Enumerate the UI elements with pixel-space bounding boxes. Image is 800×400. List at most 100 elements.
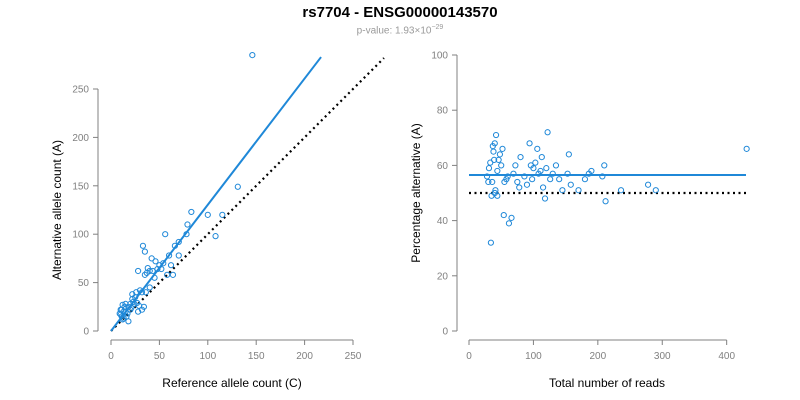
left-y-tick-label: 150 — [72, 181, 89, 192]
left-data-point — [149, 267, 156, 275]
right-data-point — [539, 184, 547, 191]
right-data-point — [517, 154, 524, 161]
right-data-point — [500, 211, 507, 219]
right-data-point — [544, 129, 551, 136]
right-data-point — [501, 178, 508, 186]
left-data-point — [158, 265, 165, 273]
left-data-point — [169, 271, 177, 278]
right-y-tick-label: 40 — [437, 216, 449, 227]
left-y-axis-label: Alternative allele count (A) — [50, 140, 64, 280]
right-data-point — [495, 156, 502, 163]
right-data-point — [617, 187, 625, 194]
right-y-axis-label: Percentage alternative (A) — [409, 123, 423, 262]
left-data-point — [129, 291, 136, 298]
left-x-tick-label: 150 — [248, 351, 265, 362]
left-data-point — [164, 271, 171, 278]
right-data-point — [496, 151, 504, 158]
right-data-point — [489, 142, 496, 150]
left-y-tick-label: 250 — [72, 85, 89, 96]
left-y-tick-label: 100 — [72, 230, 89, 241]
left-data-point — [141, 271, 148, 278]
chart-title: rs7704 - ENSG00000143570 — [302, 4, 498, 21]
left-data-point — [135, 267, 142, 275]
right-data-point — [487, 239, 495, 246]
right-data-point — [514, 178, 521, 186]
right-data-point — [652, 187, 659, 194]
right-data-point — [585, 170, 592, 177]
left-data-point — [139, 242, 147, 249]
right-data-point — [552, 162, 560, 169]
left-fit-line — [110, 56, 322, 332]
left-data-point — [188, 208, 195, 216]
left-data-point — [148, 255, 155, 262]
left-data-point — [162, 231, 169, 238]
left-data-point — [175, 252, 182, 259]
right-data-point — [599, 173, 606, 180]
right-y-tick-label: 80 — [437, 106, 449, 117]
right-y-tick-label: 20 — [437, 271, 449, 282]
right-data-point — [505, 220, 513, 227]
left-data-point — [151, 274, 158, 281]
left-x-axis-label: Reference allele count (C) — [162, 376, 301, 390]
right-data-point — [567, 181, 574, 188]
left-x-tick-label: 50 — [154, 351, 166, 362]
right-data-point — [559, 187, 566, 194]
left-data-point — [146, 284, 153, 291]
right-y-tick-label: 0 — [442, 327, 448, 338]
right-data-point — [498, 162, 505, 169]
right-data-point — [601, 162, 608, 169]
right-data-point — [556, 176, 563, 183]
right-data-point — [538, 154, 545, 161]
left-data-point — [142, 289, 149, 296]
right-data-point — [526, 140, 533, 147]
right-data-point — [543, 165, 550, 172]
left-data-point — [165, 252, 173, 259]
left-data-point — [135, 302, 143, 309]
left-data-point — [138, 289, 146, 296]
left-data-point — [144, 264, 151, 272]
right-x-tick-label: 100 — [525, 351, 542, 362]
right-data-point — [532, 159, 539, 166]
pvalue-exponent: −29 — [431, 24, 444, 31]
right-data-point — [508, 214, 515, 221]
right-data-point — [512, 162, 519, 169]
right-data-point — [492, 131, 500, 139]
right-data-point — [490, 148, 497, 155]
right-data-point — [527, 162, 534, 169]
left-data-point — [160, 260, 167, 267]
right-y-tick-label: 100 — [431, 51, 448, 62]
right-y-tick-label: 60 — [437, 161, 449, 172]
right-data-point — [743, 145, 750, 152]
right-data-point — [534, 145, 541, 152]
left-data-point — [128, 304, 135, 311]
right-data-point — [516, 184, 523, 191]
left-data-point — [125, 303, 132, 310]
left-data-point — [249, 52, 256, 59]
right-data-point — [564, 170, 571, 177]
right-data-point — [575, 187, 582, 194]
right-data-point — [492, 187, 499, 194]
right-data-point — [581, 176, 589, 183]
right-data-point — [565, 151, 572, 158]
left-data-point — [167, 262, 175, 269]
pvalue-subtitle: p-value: 1.93×10−29 — [0, 24, 800, 36]
right-data-point — [529, 176, 536, 183]
left-data-point — [204, 211, 211, 218]
right-data-point — [510, 170, 517, 177]
left-data-point — [141, 248, 148, 255]
right-data-point — [489, 178, 496, 186]
right-data-point — [485, 178, 492, 186]
left-data-point — [212, 233, 219, 240]
right-data-point — [483, 173, 491, 180]
right-x-tick-label: 300 — [654, 351, 671, 362]
left-data-point — [183, 231, 190, 238]
right-data-point — [547, 176, 554, 183]
left-data-point — [171, 242, 178, 249]
right-x-tick-label: 200 — [589, 351, 606, 362]
right-data-point — [549, 170, 556, 177]
left-data-point — [135, 308, 142, 315]
left-x-tick-label: 250 — [345, 351, 362, 362]
right-x-tick-label: 0 — [466, 351, 472, 362]
right-data-point — [494, 167, 501, 175]
